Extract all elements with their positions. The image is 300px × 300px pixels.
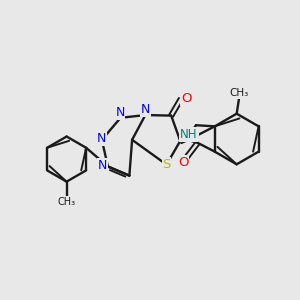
Text: S: S [163,158,170,171]
Text: CH₃: CH₃ [230,88,249,98]
Text: NH: NH [182,129,198,139]
Text: CH₃: CH₃ [58,197,76,207]
Text: NH: NH [180,128,198,141]
Text: N: N [141,103,151,116]
Text: N: N [97,132,106,145]
Text: O: O [178,156,189,170]
Text: O: O [178,156,188,169]
Text: S: S [162,158,171,171]
Text: N: N [98,159,107,172]
Text: N: N [115,106,125,119]
Text: N: N [115,106,125,119]
Text: O: O [181,91,191,104]
Text: N: N [98,160,108,172]
Text: N: N [141,103,151,116]
Text: O: O [181,92,192,105]
Text: N: N [141,103,151,117]
